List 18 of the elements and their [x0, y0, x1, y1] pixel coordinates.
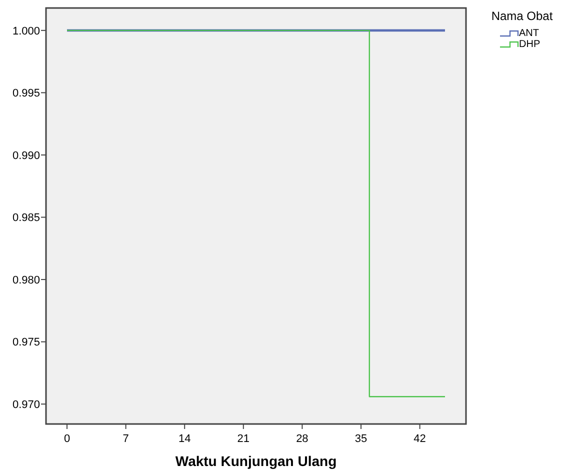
x-tick-label: 7: [122, 433, 129, 445]
y-tick-label: 0.985: [12, 212, 40, 224]
y-tick-label: 0.975: [12, 336, 40, 349]
y-tick-label: 0.970: [12, 398, 40, 411]
x-tick-label: 21: [237, 433, 250, 445]
y-tick-label: 0.990: [12, 150, 40, 162]
x-tick-label: 0: [64, 433, 70, 445]
y-tick-label: 0.980: [12, 274, 40, 286]
x-tick-label: 28: [296, 433, 308, 445]
y-tick-label: 1.000: [12, 25, 40, 38]
legend-title: Nama Obat: [491, 9, 554, 23]
x-tick-label: 35: [354, 433, 368, 445]
y-tick-label: 0.995: [12, 88, 40, 100]
legend-label: ANT: [519, 28, 539, 39]
legend-label: DHP: [519, 39, 540, 50]
x-tick-label: 42: [414, 433, 426, 445]
x-axis-title: Waktu Kunjungan Ulang: [175, 453, 337, 469]
x-tick-label: 14: [178, 433, 191, 445]
